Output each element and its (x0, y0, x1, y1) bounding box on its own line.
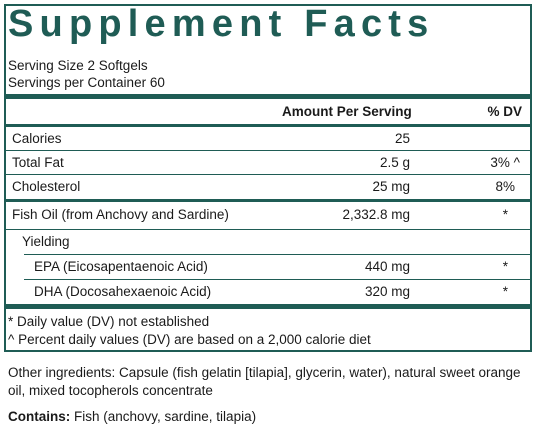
row-dv-total-fat: 3% ^ (490, 155, 520, 170)
amount-per-serving-header: Amount Per Serving (282, 104, 412, 119)
thick-divider (6, 304, 530, 309)
row-label-dha: DHA (Docosahexaenoic Acid) (34, 284, 212, 299)
row-divider (24, 254, 530, 255)
footnote-percent-dv: ^ Percent daily values (DV) are based on… (8, 332, 371, 347)
row-amount-cholesterol: 25 mg (372, 179, 410, 194)
header-divider (6, 124, 530, 127)
row-dv-dha: * (502, 284, 508, 299)
row-amount-epa: 440 mg (364, 259, 410, 274)
contains-label: Contains: (8, 409, 71, 424)
section-divider (6, 199, 530, 202)
servings-per-container: Servings per Container 60 (8, 75, 165, 90)
facts-title: Supplement Facts (8, 3, 435, 45)
contains-text: Fish (anchovy, sardine, tilapia) (70, 409, 257, 424)
facts-box (4, 4, 532, 352)
row-label-fish-oil: Fish Oil (from Anchovy and Sardine) (12, 207, 229, 222)
row-dv-epa: * (502, 259, 508, 274)
row-label-cholesterol: Cholesterol (12, 179, 81, 194)
row-divider (24, 279, 530, 280)
row-label-calories: Calories (12, 131, 62, 146)
allergen-statement: Contains: Fish (anchovy, sardine, tilapi… (8, 408, 256, 426)
row-label-yielding: Yielding (22, 234, 70, 249)
row-dv-fish-oil: * (502, 207, 508, 222)
row-divider (6, 150, 530, 151)
footnote-dv-not-established: * Daily value (DV) not established (8, 314, 210, 329)
other-ingredients: Other ingredients: Capsule (fish gelatin… (8, 365, 521, 398)
dv-header: % DV (487, 104, 522, 119)
row-label-epa: EPA (Eicosapentaenoic Acid) (34, 259, 208, 274)
row-divider (6, 174, 530, 175)
row-amount-total-fat: 2.5 g (379, 155, 410, 170)
serving-size: Serving Size 2 Softgels (8, 58, 148, 73)
thick-divider (6, 94, 530, 99)
row-amount-dha: 320 mg (364, 284, 410, 299)
row-amount-calories: 25 (394, 131, 410, 146)
row-amount-fish-oil: 2,332.8 mg (342, 207, 410, 222)
row-dv-cholesterol: 8% (495, 179, 515, 194)
row-divider (6, 229, 530, 230)
row-label-total-fat: Total Fat (12, 155, 64, 170)
